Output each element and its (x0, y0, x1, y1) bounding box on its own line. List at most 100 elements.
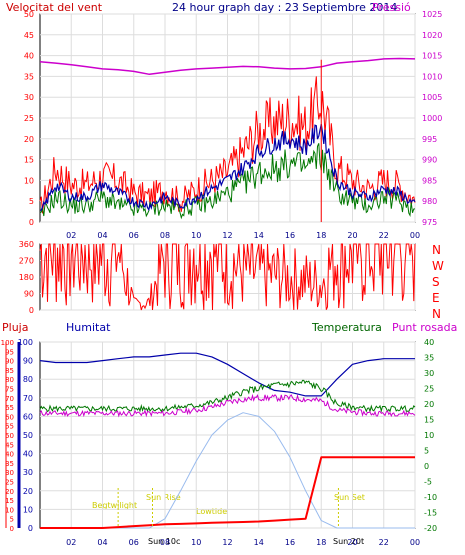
pressure-tick-label: 985 (422, 176, 437, 185)
pressure-label: Pressió (372, 1, 411, 14)
x-tick-label-top: 08 (160, 231, 170, 240)
rain-label: Pluja (2, 321, 28, 334)
direction-tick-label: 270 (19, 257, 34, 266)
rain-tick-label: 15 (5, 497, 14, 505)
temperature-tick-label: -5 (424, 478, 432, 487)
humidity-line (39, 352, 415, 397)
compass-label: S (432, 275, 440, 289)
rain-tick-label: 80 (5, 376, 14, 384)
begtwilight-annotation: Begtwilight (92, 501, 137, 510)
wind-tick-label: 50 (24, 10, 34, 19)
rain-tick-label: 25 (5, 479, 14, 487)
temperature-tick-label: 5 (424, 447, 429, 456)
x-tick-label-top: 04 (97, 231, 107, 240)
humidity-tick-label: 30 (23, 468, 33, 477)
rain-tick-label: 60 (5, 413, 14, 421)
sun10c-annotation: Sun 10c (148, 537, 180, 546)
wind-direction-line (39, 243, 416, 311)
pressure-tick-label: 1010 (422, 72, 442, 81)
temperature-tick-label: -10 (424, 493, 437, 502)
x-tick-label-bottom: 04 (97, 538, 107, 547)
temperature-tick-label: 30 (424, 369, 434, 378)
rain-tick-label: 5 (10, 516, 14, 524)
wind-tick-label: 25 (24, 114, 34, 123)
direction-tick-label: 0 (29, 306, 34, 315)
temperature-tick-label: -20 (424, 524, 437, 533)
x-tick-label-bottom: 16 (285, 538, 295, 547)
wind-tick-label: 20 (24, 135, 34, 144)
x-tick-label-top: 10 (191, 231, 201, 240)
wind-tick-label: 30 (24, 93, 34, 102)
temperature-tick-label: 20 (424, 400, 434, 409)
x-tick-label-top: 20 (347, 231, 357, 240)
x-tick-label-bottom: 06 (129, 538, 139, 547)
pressure-line (39, 57, 416, 76)
temperature-tick-label: 35 (424, 354, 434, 363)
pressure-tick-label: 995 (422, 135, 437, 144)
x-tick-label-bottom: 12 (222, 538, 232, 547)
sunset-annotation: Sun Set (334, 493, 365, 502)
direction-tick-label: 180 (19, 273, 34, 282)
x-tick-label-top: 00 (410, 231, 420, 240)
pressure-tick-label: 1025 (422, 10, 442, 19)
wind-tick-label: 0 (29, 218, 34, 227)
humidity-tick-label: 80 (23, 375, 33, 384)
x-tick-label-top: 16 (285, 231, 295, 240)
compass-label: N (432, 307, 441, 321)
wind-spread-line (39, 143, 416, 220)
x-tick-label-top: 18 (316, 231, 326, 240)
pressure-tick-label: 980 (422, 197, 437, 206)
rain-tick-label: 75 (5, 386, 14, 394)
humidity-tick-label: 0 (28, 524, 33, 533)
wind-average-line (39, 123, 416, 212)
x-tick-label-bottom: 02 (66, 538, 76, 547)
wind-tick-label: 35 (24, 72, 34, 81)
rain-tick-label: 40 (5, 451, 14, 459)
rain-tick-label: 50 (5, 432, 14, 440)
temperature-tick-label: -15 (424, 509, 437, 518)
temperature-label: Temperatura (311, 321, 382, 334)
rain-tick-label: 10 (5, 506, 14, 514)
x-tick-label-bottom: 00 (410, 538, 420, 547)
wind-tick-label: 10 (24, 176, 34, 185)
x-tick-label-top: 22 (379, 231, 389, 240)
x-tick-label-top: 02 (66, 231, 76, 240)
humidity-tick-label: 40 (23, 450, 33, 459)
temperature-tick-label: 0 (424, 462, 429, 471)
rain-tick-label: 0 (10, 525, 14, 533)
axis-ticks: 0202040406060808101012121414161618182020… (1, 10, 444, 547)
pressure-tick-label: 1015 (422, 52, 442, 61)
pressure-tick-label: 975 (422, 218, 437, 227)
compass-label: W (432, 259, 444, 273)
wind-speed-label: Velocitat del vent (6, 1, 103, 14)
temperature-line (39, 379, 416, 413)
temperature-tick-label: 10 (424, 431, 434, 440)
sun20t-annotation: Sun 20t (333, 537, 364, 546)
temperature-tick-label: 25 (424, 385, 434, 394)
temperature-tick-label: 15 (424, 416, 434, 425)
pressure-tick-label: 1005 (422, 93, 442, 102)
rain-tick-label: 20 (5, 488, 14, 496)
temperature-tick-label: 40 (424, 338, 434, 347)
pressure-tick-label: 1000 (422, 114, 442, 123)
rain-tick-label: 100 (1, 339, 14, 347)
x-tick-label-bottom: 14 (254, 538, 264, 547)
humidity-tick-label: 60 (23, 412, 33, 421)
compass-label: N (432, 243, 441, 257)
wind-tick-label: 40 (24, 52, 34, 61)
wind-tick-label: 15 (24, 156, 34, 165)
humidity-tick-label: 10 (23, 505, 33, 514)
x-tick-label-bottom: 10 (191, 538, 201, 547)
pressure-tick-label: 990 (422, 156, 437, 165)
rain-tick-label: 65 (5, 404, 14, 412)
data-series (39, 57, 416, 529)
humidity-tick-label: 50 (23, 431, 33, 440)
humidity-tick-label: 100 (18, 338, 33, 347)
x-tick-label-bottom: 22 (379, 538, 389, 547)
rain-tick-label: 30 (5, 469, 14, 477)
rain-tick-label: 55 (5, 423, 14, 431)
x-tick-label-top: 06 (129, 231, 139, 240)
x-tick-label-bottom: 18 (316, 538, 326, 547)
